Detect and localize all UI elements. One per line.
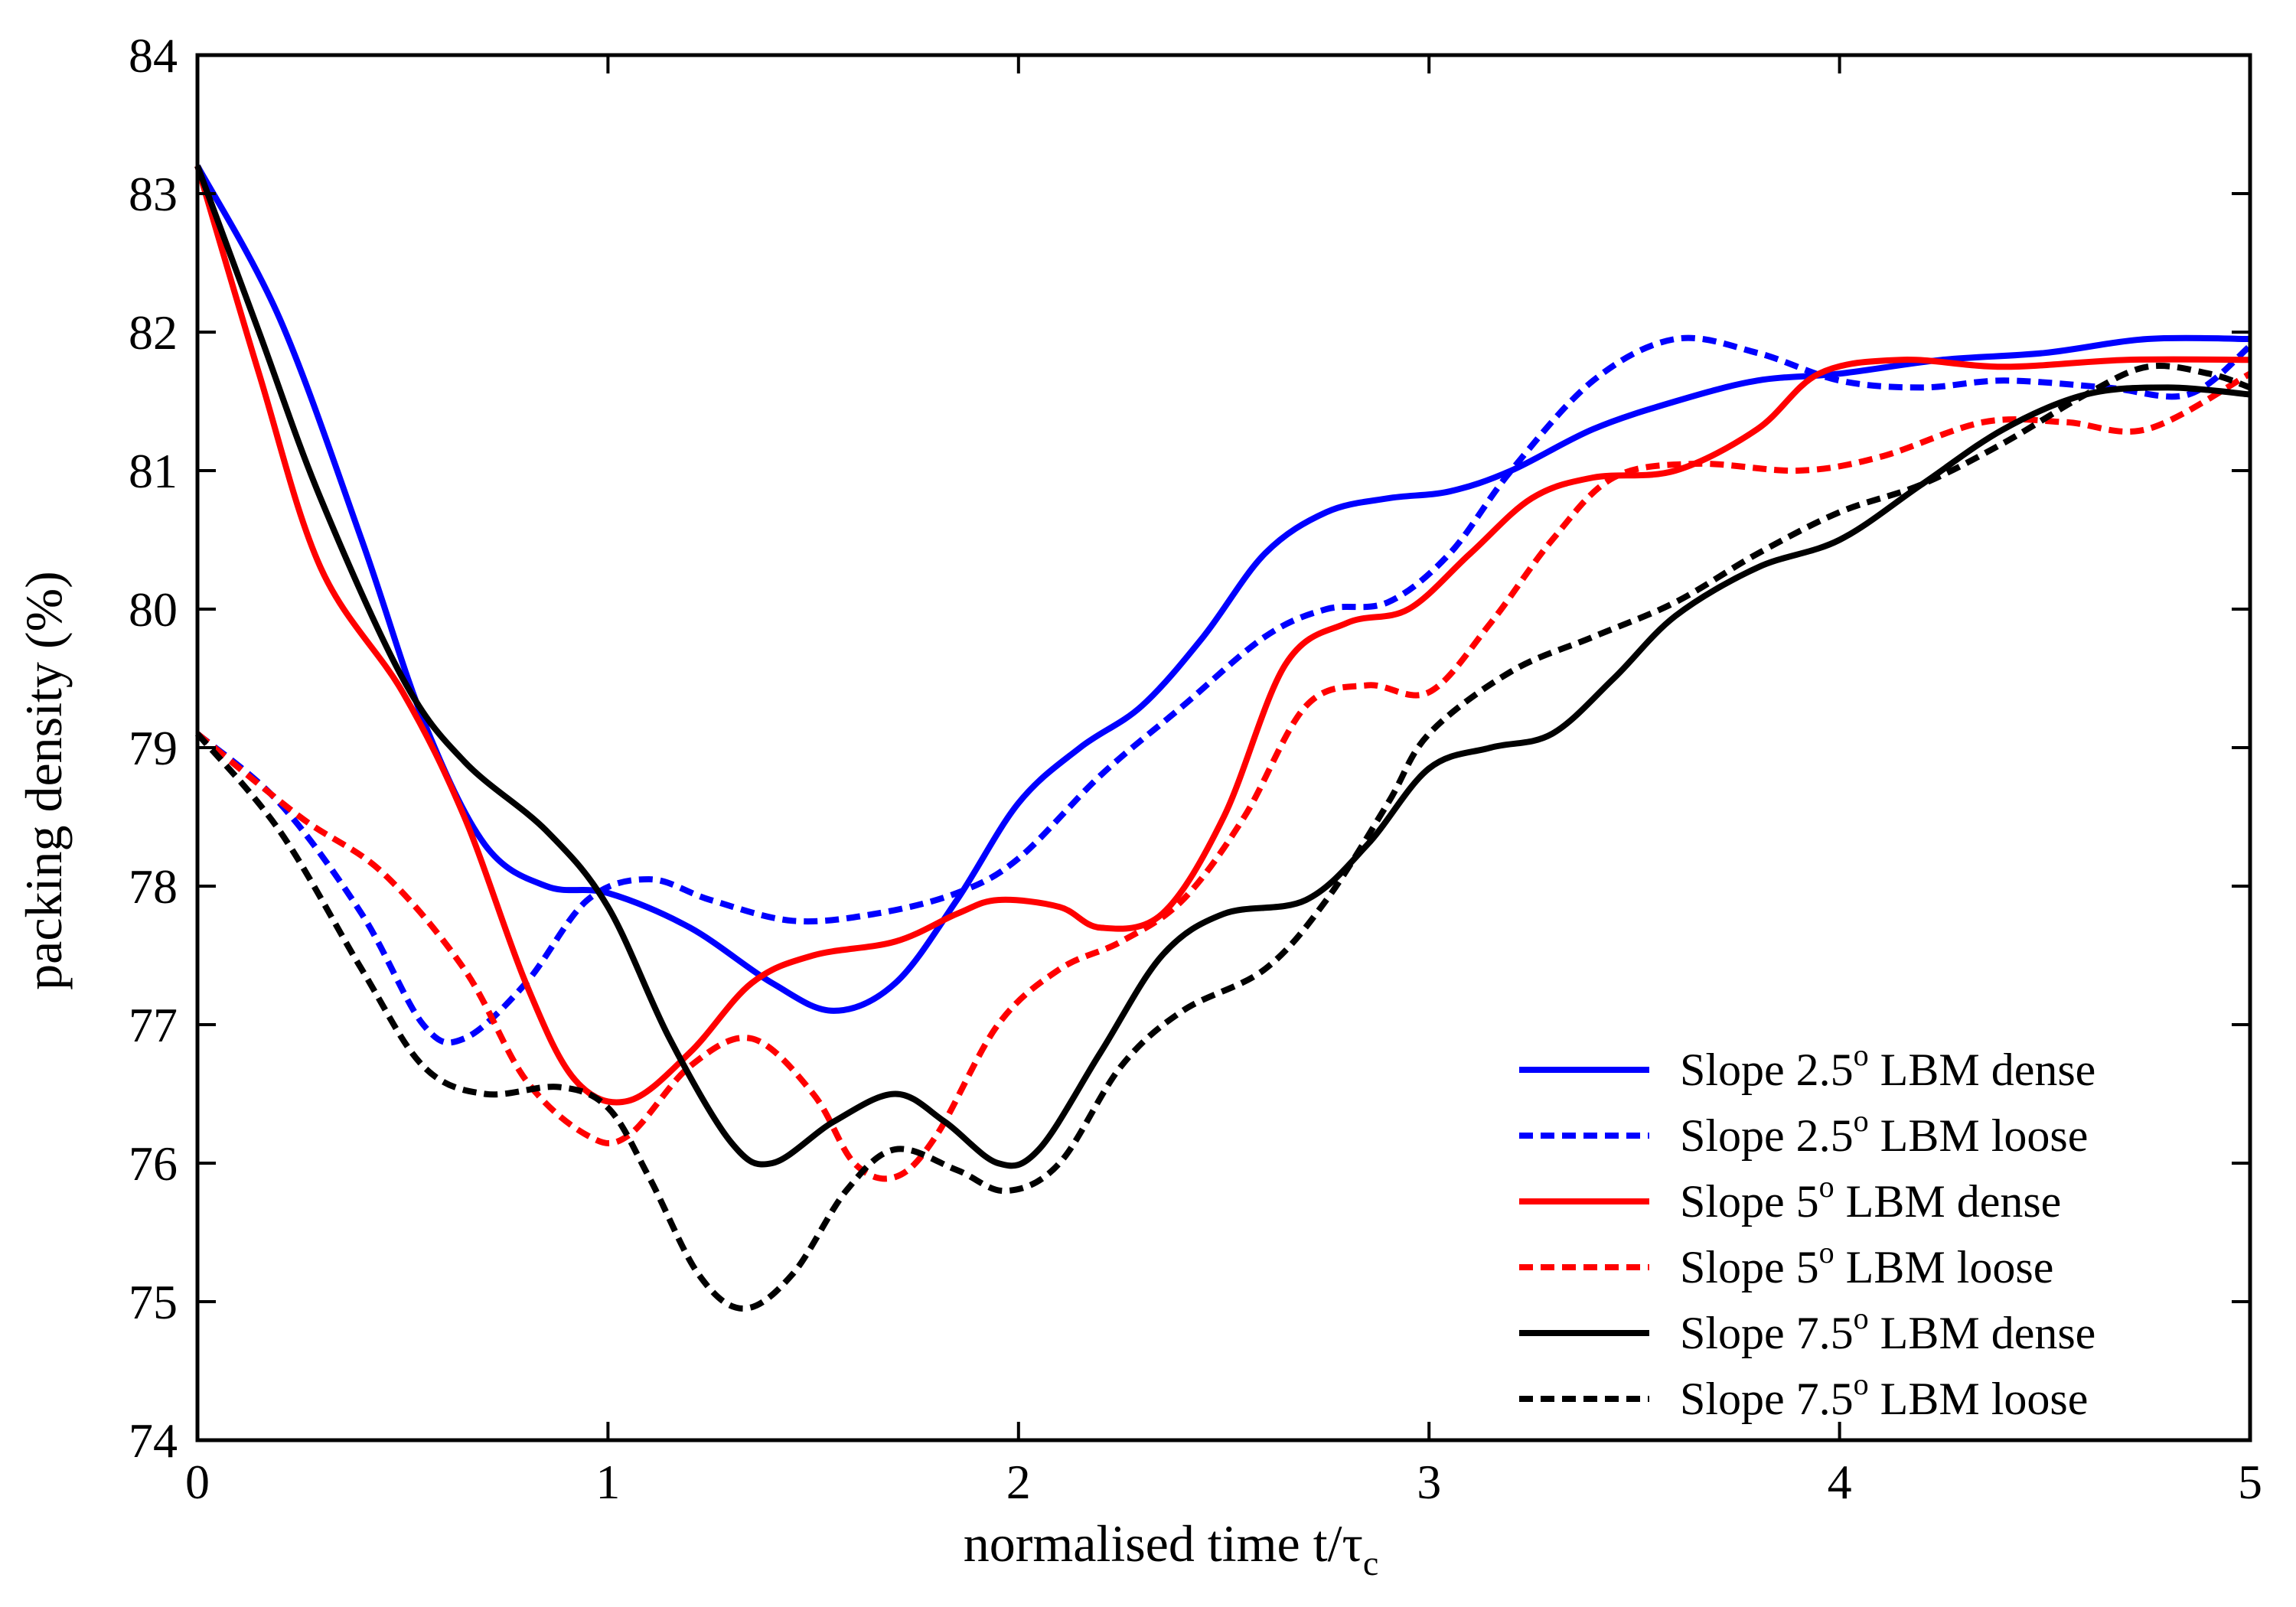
x-axis-label: normalised time t/τc [964, 1514, 1379, 1583]
legend-label-4: Slope 5o LBM loose [1680, 1235, 2053, 1292]
legend-label-text: LBM dense [1835, 1176, 2062, 1227]
y-tick-label: 82 [129, 305, 178, 360]
plot-lines [194, 164, 2252, 1312]
legend-label-text: Slope 2.5 [1680, 1045, 1854, 1095]
legend-label-2: Slope 2.5o LBM loose [1680, 1103, 2088, 1161]
y-tick-label: 77 [129, 998, 178, 1052]
y-tick-label: 76 [129, 1136, 178, 1191]
x-axis-label-subscript: c [1363, 1543, 1378, 1583]
x-tick-label: 2 [1006, 1455, 1031, 1509]
y-tick-label: 75 [129, 1275, 178, 1329]
legend-label-superscript: o [1819, 1169, 1835, 1204]
y-tick-label: 84 [129, 28, 178, 83]
legend-label-superscript: o [1854, 1038, 1869, 1072]
legend-label-6: Slope 7.5o LBM loose [1680, 1367, 2088, 1424]
axis-ticks [196, 54, 2252, 1442]
x-tick-label: 3 [1417, 1455, 1441, 1509]
y-axis-label: packing density (%) [15, 571, 73, 990]
legend-label-text: Slope 2.5 [1680, 1110, 1854, 1161]
legend-label-text: LBM loose [1869, 1374, 2089, 1424]
legend-label-superscript: o [1854, 1367, 1869, 1401]
plot-frame [195, 53, 2252, 1442]
series-line-6 [194, 363, 2252, 1312]
legend-label-text: Slope 5 [1680, 1176, 1819, 1227]
legend-label-5: Slope 7.5o LBM dense [1680, 1301, 2095, 1358]
legend-label-text: LBM loose [1835, 1242, 2054, 1292]
y-tick-label: 79 [129, 721, 178, 775]
series-line-5 [194, 165, 2251, 1169]
legend-label-3: Slope 5o LBM dense [1680, 1169, 2061, 1227]
y-tick-label: 80 [129, 582, 178, 637]
y-tick-label: 74 [129, 1413, 178, 1468]
legend-label-superscript: o [1819, 1235, 1835, 1270]
legend-label-superscript: o [1854, 1301, 1869, 1335]
legend-label-text: Slope 7.5 [1680, 1308, 1854, 1358]
legend-label-superscript: o [1854, 1103, 1869, 1138]
legend-label-text: LBM dense [1869, 1308, 2096, 1358]
legend-label-text: LBM loose [1869, 1110, 2089, 1161]
y-tick-label: 83 [129, 167, 178, 221]
series-line-1 [194, 164, 2251, 1014]
y-tick-label: 78 [129, 859, 178, 914]
legend-label-text: LBM dense [1869, 1045, 2096, 1095]
legend-label-text: Slope 5 [1680, 1242, 1819, 1292]
legend-label-text: Slope 7.5 [1680, 1374, 1854, 1424]
x-tick-label: 0 [185, 1455, 210, 1509]
series-line-4 [195, 370, 2252, 1182]
y-tick-label: 81 [129, 444, 178, 498]
x-tick-label: 5 [2238, 1455, 2262, 1509]
series-line-3 [194, 165, 2251, 1106]
legend-label-1: Slope 2.5o LBM dense [1680, 1038, 2095, 1095]
x-tick-label: 1 [595, 1455, 620, 1509]
x-axis-label-main: normalised time t/τ [964, 1514, 1363, 1573]
tick-labels: 0 1 2 3 4 5 74 75 76 77 78 79 80 81 82 83 84 [129, 28, 2262, 1509]
x-tick-label: 4 [1828, 1455, 1852, 1509]
